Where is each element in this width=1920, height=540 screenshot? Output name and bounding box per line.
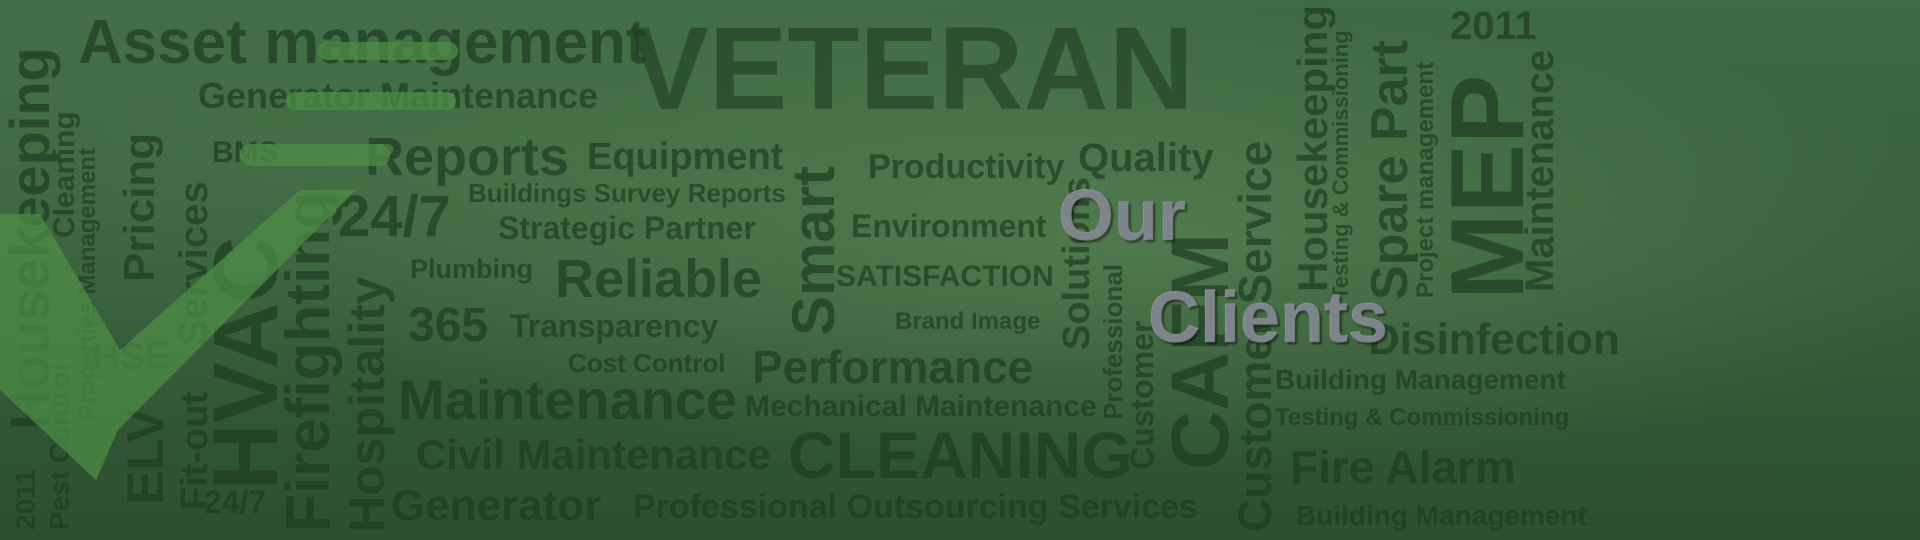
word-brand-image: Brand Image (895, 308, 1041, 335)
word-building-management-1: Building Management (1275, 364, 1566, 395)
word-environment: Environment (851, 208, 1047, 244)
word-veteran: VETERAN (630, 3, 1194, 135)
logo-bar-3 (240, 144, 390, 166)
word-civil-maintenance: Civil Maintenance (416, 431, 771, 478)
title-clients: Clients (1148, 278, 1389, 358)
company-logo-mark (0, 42, 458, 480)
word-spare-part: Spare Part (1361, 39, 1419, 300)
word-cleaning: CLEANING (788, 418, 1133, 492)
word-testing-commissioning: Testing & Commissioning (1275, 404, 1570, 431)
logo-bar-1 (318, 42, 458, 60)
word-plumbing: Plumbing (410, 254, 533, 284)
word-fire-alarm: Fire Alarm (1290, 441, 1516, 493)
word-maintenance-right: Maintenance (1518, 49, 1562, 292)
logo-check-green (0, 190, 356, 480)
word-buildings-survey: Buildings Survey Reports (468, 178, 786, 208)
word-strategic-partner: Strategic Partner (498, 210, 756, 246)
word-reports: Reports (365, 127, 570, 187)
logo-bar-2 (286, 92, 456, 110)
word-building-management-2: Building Management (1296, 500, 1587, 531)
word-disinfection: Disinfection (1368, 315, 1620, 364)
word-generator: Generator (391, 481, 602, 530)
word-smart: Smart (780, 165, 847, 336)
word-reliable: Reliable (555, 249, 763, 309)
word-365: 365 (408, 299, 489, 352)
word-professional: Professional (1098, 263, 1128, 420)
word-24-7: 24/7 (338, 184, 451, 249)
word-cost-control: Cost Control (568, 348, 726, 378)
title-our: Our (1058, 176, 1187, 256)
word-transparency: Transparency (510, 308, 719, 344)
word-productivity: Productivity (868, 148, 1065, 186)
word-maintenance: Maintenance (398, 368, 738, 431)
word-professional-outsourcing: Professional Outsourcing Services (633, 488, 1198, 526)
word-24-7-small: 24/7 (204, 484, 267, 520)
word-satisfaction: SATISFACTION (836, 260, 1054, 293)
word-equipment: Equipment (587, 136, 784, 178)
word-2011-top: 2011 (1450, 4, 1537, 48)
word-performance: Performance (752, 341, 1034, 393)
word-quality: Quality (1078, 136, 1214, 180)
word-mechanical-maintenance: Mechanical Maintenance (745, 390, 1097, 423)
word-testing-commissioning-vertical: Testing & Commissioning (1328, 30, 1353, 300)
